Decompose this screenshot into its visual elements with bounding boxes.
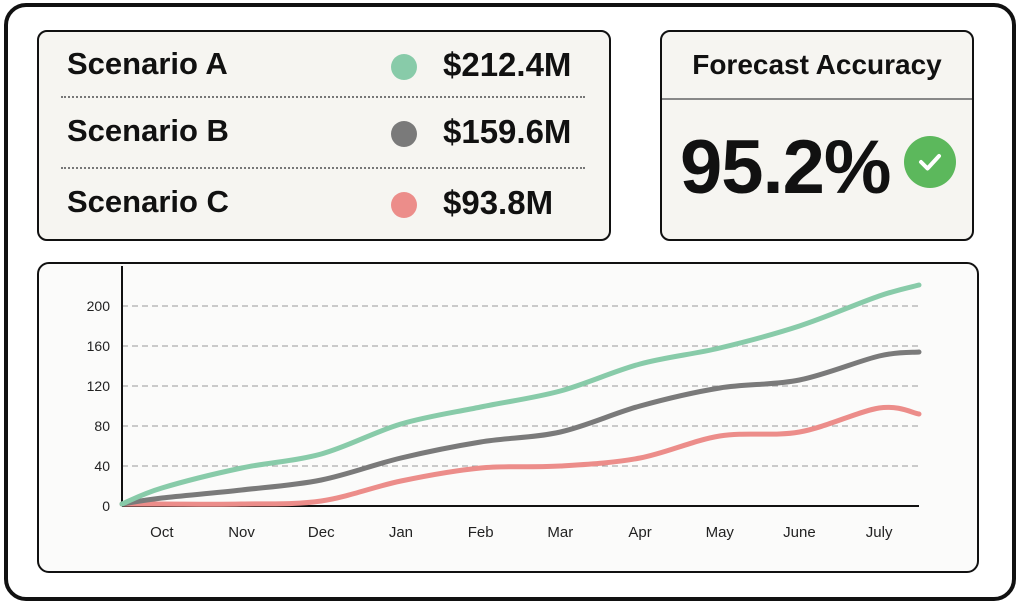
scenario-color-dot: [391, 54, 417, 80]
y-tick-label: 0: [102, 498, 110, 514]
x-tick-label: May: [706, 524, 735, 541]
row-divider: [61, 96, 585, 98]
x-tick-label: July: [866, 524, 893, 541]
scenario-value: $159.6M: [443, 113, 572, 150]
forecast-line-chart: 0 40 80 120 160 200 Oct Nov Dec Jan Feb Mar Apr May Ju…: [87, 266, 922, 541]
scenario-row-b: Scenario B $159.6M: [61, 99, 585, 165]
scenario-name: Scenario B: [67, 113, 229, 148]
scenario-color-dot: [391, 121, 417, 147]
row-divider: [61, 167, 585, 169]
scenario-summary-card: Scenario A $212.4M Scenario B $159.6M Sc…: [37, 30, 611, 241]
x-tick-label: Oct: [150, 524, 174, 541]
scenario-color-dot: [391, 192, 417, 218]
scenario-row-a: Scenario A $212.4M: [61, 32, 585, 98]
checkmark-glyph: [919, 154, 941, 171]
accuracy-title: Forecast Accuracy: [662, 32, 972, 100]
y-tick-label: 160: [87, 338, 111, 354]
y-tick-label: 200: [87, 298, 111, 314]
forecast-chart-card: 0 40 80 120 160 200 Oct Nov Dec Jan Feb Mar Apr May Ju…: [37, 262, 979, 573]
scenario-value: $93.8M: [443, 184, 554, 221]
x-tick-label: June: [783, 524, 816, 541]
accuracy-value: 95.2%: [680, 125, 891, 210]
y-tick-label: 120: [87, 378, 111, 394]
series-line-scenario-a: [119, 282, 922, 507]
x-tick-label: Jan: [389, 524, 413, 541]
scenario-value: $212.4M: [443, 46, 572, 83]
x-tick-label: Apr: [628, 524, 651, 541]
y-tick-label: 40: [94, 458, 110, 474]
series-line-scenario-c: [119, 404, 922, 507]
forecast-accuracy-card: Forecast Accuracy 95.2%: [660, 30, 974, 241]
x-tick-label: Nov: [228, 524, 255, 541]
x-tick-label: Mar: [547, 524, 573, 541]
x-tick-label: Feb: [468, 524, 494, 541]
y-tick-label: 80: [94, 418, 110, 434]
scenario-name: Scenario C: [67, 184, 229, 219]
scenario-row-c: Scenario C $93.8M: [61, 170, 585, 236]
check-icon: [904, 136, 956, 188]
scenario-name: Scenario A: [67, 46, 228, 81]
series-line-scenario-b: [119, 349, 922, 507]
x-tick-label: Dec: [308, 524, 335, 541]
